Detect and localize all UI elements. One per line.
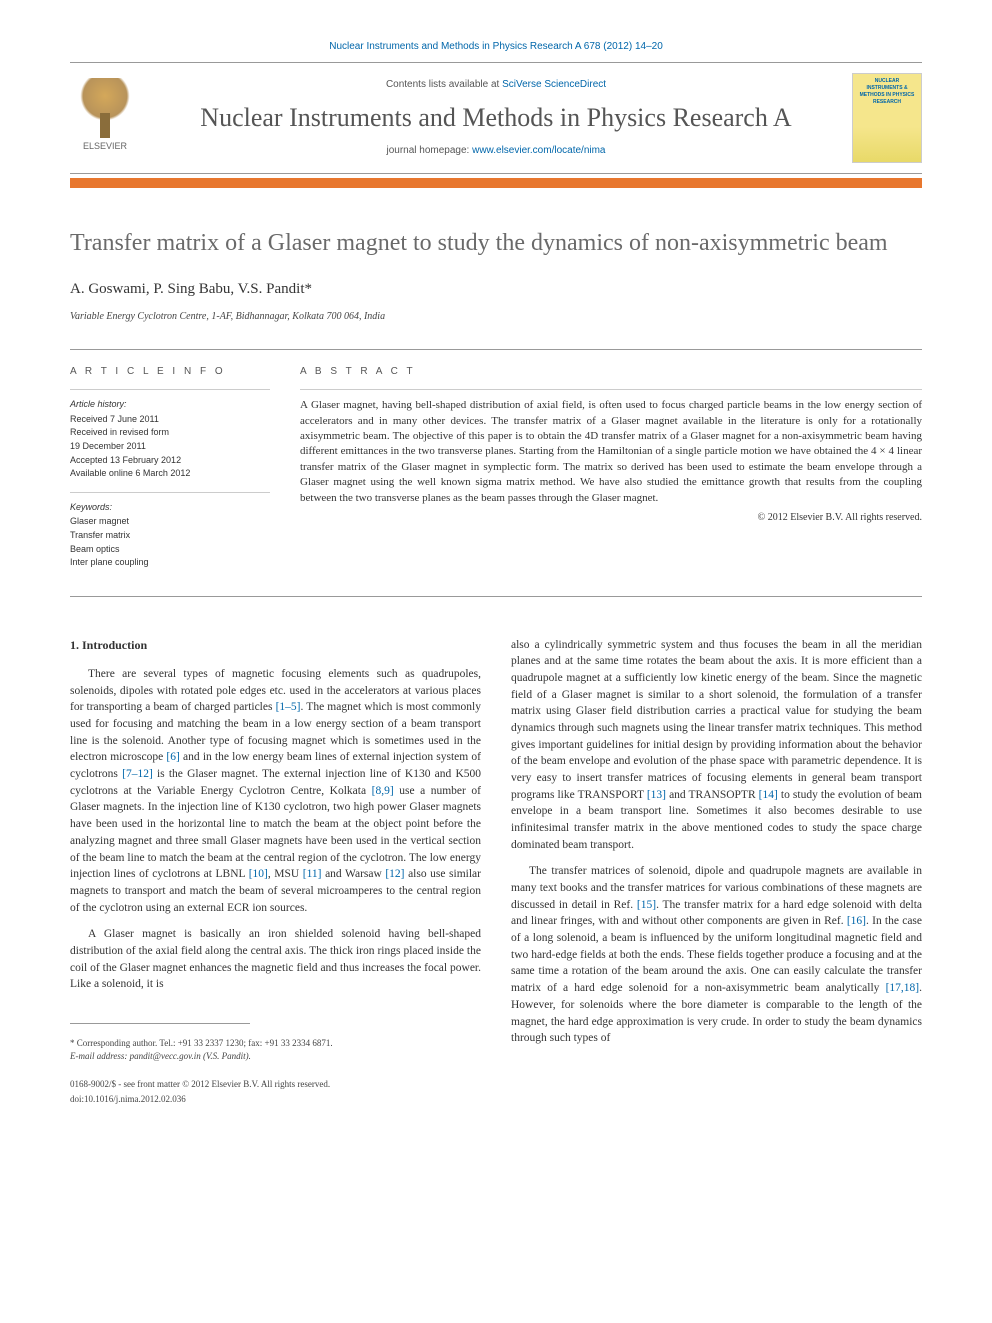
- abstract-column: A B S T R A C T A Glaser magnet, having …: [300, 365, 922, 581]
- cover-text: NUCLEAR INSTRUMENTS & METHODS IN PHYSICS…: [860, 78, 915, 105]
- abstract-heading: A B S T R A C T: [300, 365, 922, 379]
- journal-header-box: ELSEVIER Contents lists available at Sci…: [70, 62, 922, 174]
- homepage-prefix: journal homepage:: [386, 145, 472, 156]
- article-info-column: A R T I C L E I N F O Article history: R…: [70, 365, 270, 581]
- citation-link[interactable]: [8,9]: [372, 785, 394, 797]
- homepage-line: journal homepage: www.elsevier.com/locat…: [160, 144, 832, 158]
- paragraph: A Glaser magnet is basically an iron shi…: [70, 926, 481, 993]
- sciencedirect-link[interactable]: SciVerse ScienceDirect: [502, 79, 606, 90]
- history-heading: Article history:: [70, 398, 270, 411]
- citation-link[interactable]: [1–5]: [276, 701, 301, 713]
- homepage-link[interactable]: www.elsevier.com/locate/nima: [472, 145, 605, 156]
- article-history-block: Article history: Received 7 June 2011 Re…: [70, 389, 270, 480]
- publisher-name: ELSEVIER: [70, 140, 140, 153]
- citation-link[interactable]: [14]: [759, 789, 778, 801]
- paragraph: There are several types of magnetic focu…: [70, 666, 481, 916]
- corresponding-email-line: E-mail address: pandit@vecc.gov.in (V.S.…: [70, 1050, 481, 1063]
- elsevier-logo[interactable]: ELSEVIER: [70, 78, 140, 158]
- right-column: also a cylindrically symmetric system an…: [511, 637, 922, 1106]
- received-date: Received 7 June 2011: [70, 413, 270, 426]
- info-abstract-section: A R T I C L E I N F O Article history: R…: [70, 349, 922, 597]
- article-info-heading: A R T I C L E I N F O: [70, 365, 270, 379]
- affiliation: Variable Energy Cyclotron Centre, 1-AF, …: [70, 310, 922, 324]
- citation-header: Nuclear Instruments and Methods in Physi…: [70, 40, 922, 54]
- keyword-item: Beam optics: [70, 543, 270, 556]
- citation-link[interactable]: [17,18]: [886, 982, 920, 994]
- email-label: E-mail address:: [70, 1051, 130, 1061]
- paragraph: also a cylindrically symmetric system an…: [511, 637, 922, 854]
- abstract-text: A Glaser magnet, having bell-shaped dist…: [300, 389, 922, 506]
- citation-link[interactable]: [10]: [249, 868, 268, 880]
- body-columns: 1. Introduction There are several types …: [70, 637, 922, 1106]
- keyword-item: Transfer matrix: [70, 529, 270, 542]
- author-names: A. Goswami, P. Sing Babu, V.S. Pandit: [70, 281, 305, 297]
- article-title: Transfer matrix of a Glaser magnet to st…: [70, 228, 922, 259]
- citation-link[interactable]: [16]: [847, 915, 866, 927]
- authors-line: A. Goswami, P. Sing Babu, V.S. Pandit*: [70, 279, 922, 300]
- keyword-item: Glaser magnet: [70, 515, 270, 528]
- citation-link[interactable]: [15]: [637, 899, 656, 911]
- abstract-copyright: © 2012 Elsevier B.V. All rights reserved…: [300, 511, 922, 525]
- citation-link[interactable]: [11]: [303, 868, 322, 880]
- left-column: 1. Introduction There are several types …: [70, 637, 481, 1106]
- doi-line: doi:10.1016/j.nima.2012.02.036: [70, 1093, 481, 1106]
- orange-separator-bar: [70, 178, 922, 188]
- body-text: and TRANSOPTR: [666, 789, 759, 801]
- contents-prefix: Contents lists available at: [386, 79, 502, 90]
- page-container: Nuclear Instruments and Methods in Physi…: [0, 0, 992, 1136]
- body-text: use a number of Glaser magnets. In the i…: [70, 785, 481, 880]
- online-date: Available online 6 March 2012: [70, 467, 270, 480]
- footer-divider: [70, 1023, 250, 1032]
- paragraph: The transfer matrices of solenoid, dipol…: [511, 863, 922, 1046]
- citation-link[interactable]: [12]: [385, 868, 404, 880]
- section-1-heading: 1. Introduction: [70, 637, 481, 654]
- corresponding-asterisk: *: [305, 281, 313, 297]
- header-center: Contents lists available at SciVerse Sci…: [160, 78, 832, 158]
- corresponding-author-note: * Corresponding author. Tel.: +91 33 233…: [70, 1037, 481, 1050]
- elsevier-tree-icon: [70, 78, 140, 138]
- email-address: pandit@vecc.gov.in (V.S. Pandit).: [130, 1051, 251, 1061]
- keyword-item: Inter plane coupling: [70, 556, 270, 569]
- revised-date: 19 December 2011: [70, 440, 270, 453]
- journal-name: Nuclear Instruments and Methods in Physi…: [160, 100, 832, 136]
- accepted-date: Accepted 13 February 2012: [70, 454, 270, 467]
- contents-line: Contents lists available at SciVerse Sci…: [160, 78, 832, 92]
- citation-link[interactable]: [13]: [647, 789, 666, 801]
- journal-cover-thumbnail[interactable]: NUCLEAR INSTRUMENTS & METHODS IN PHYSICS…: [852, 73, 922, 163]
- citation-link[interactable]: [7–12]: [122, 768, 153, 780]
- citation-link[interactable]: [6]: [166, 751, 179, 763]
- keywords-block: Keywords: Glaser magnet Transfer matrix …: [70, 492, 270, 569]
- keywords-heading: Keywords:: [70, 501, 270, 514]
- body-text: and Warsaw: [322, 868, 386, 880]
- revised-label: Received in revised form: [70, 426, 270, 439]
- body-text: , MSU: [268, 868, 303, 880]
- body-text: also a cylindrically symmetric system an…: [511, 639, 922, 801]
- issn-line: 0168-9002/$ - see front matter © 2012 El…: [70, 1078, 481, 1091]
